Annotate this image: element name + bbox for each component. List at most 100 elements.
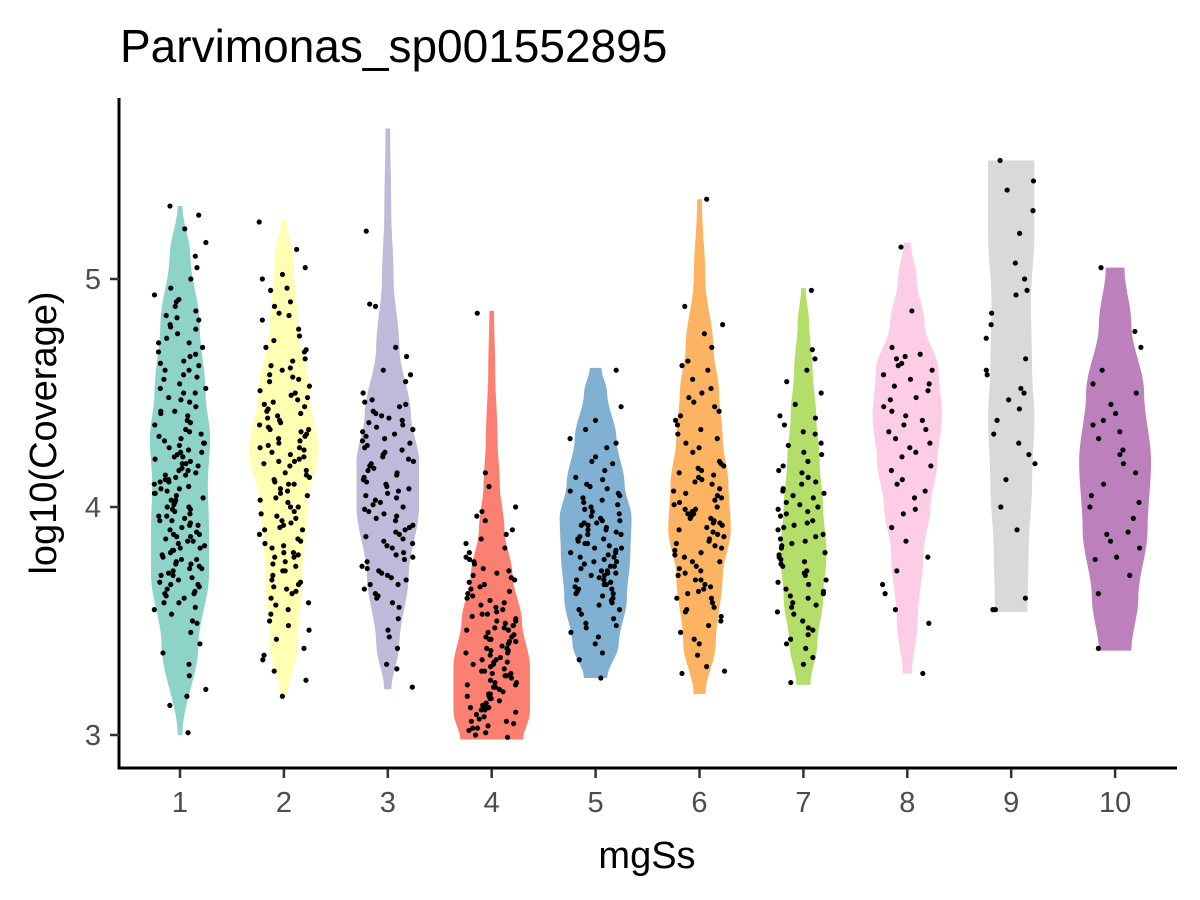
data-point bbox=[577, 534, 583, 540]
data-point bbox=[720, 322, 726, 328]
data-point bbox=[818, 390, 824, 396]
data-point bbox=[277, 524, 283, 531]
data-point bbox=[363, 493, 369, 499]
data-point bbox=[296, 456, 302, 462]
data-point bbox=[375, 593, 381, 599]
data-point bbox=[698, 577, 704, 583]
data-point bbox=[800, 661, 807, 667]
data-point bbox=[903, 538, 909, 544]
data-point bbox=[298, 410, 304, 417]
data-point bbox=[256, 531, 263, 537]
data-point bbox=[474, 310, 480, 316]
data-point bbox=[299, 527, 306, 533]
data-point bbox=[783, 499, 789, 506]
data-point bbox=[276, 440, 282, 446]
data-point bbox=[721, 668, 728, 674]
violin-group-2 bbox=[249, 219, 319, 697]
data-point bbox=[917, 351, 923, 357]
data-point bbox=[780, 488, 786, 494]
data-point bbox=[479, 657, 485, 663]
data-point bbox=[1095, 645, 1101, 651]
data-point bbox=[403, 353, 410, 360]
data-point bbox=[479, 611, 485, 617]
data-point bbox=[194, 620, 200, 626]
data-point bbox=[186, 483, 192, 490]
data-point bbox=[689, 559, 696, 565]
data-point bbox=[926, 381, 932, 387]
data-point bbox=[721, 534, 727, 540]
data-point bbox=[805, 595, 811, 601]
data-point bbox=[1133, 390, 1139, 396]
data-point bbox=[163, 312, 169, 319]
data-point bbox=[196, 317, 202, 323]
data-point bbox=[392, 518, 399, 524]
data-point bbox=[197, 641, 203, 647]
data-point bbox=[479, 508, 485, 515]
data-point bbox=[1004, 187, 1010, 193]
data-point bbox=[403, 379, 409, 385]
data-point bbox=[478, 602, 484, 608]
data-point bbox=[297, 438, 303, 444]
data-point bbox=[813, 479, 819, 485]
data-point bbox=[363, 479, 370, 485]
data-point bbox=[173, 559, 179, 565]
data-point bbox=[384, 572, 391, 579]
data-point bbox=[473, 711, 480, 718]
data-point bbox=[805, 581, 812, 588]
data-point bbox=[409, 540, 416, 547]
data-point bbox=[682, 506, 688, 512]
data-point bbox=[808, 287, 815, 293]
data-point bbox=[286, 312, 292, 319]
data-point bbox=[676, 499, 683, 506]
data-point bbox=[573, 577, 580, 583]
data-point bbox=[406, 524, 413, 531]
data-point bbox=[611, 563, 617, 569]
data-point bbox=[155, 340, 162, 346]
data-point bbox=[186, 367, 192, 373]
data-point bbox=[169, 506, 176, 512]
data-point bbox=[203, 385, 209, 392]
x-axis-title: mgSs bbox=[598, 835, 695, 877]
data-point bbox=[158, 486, 164, 492]
data-point bbox=[708, 385, 714, 392]
data-point bbox=[695, 465, 701, 471]
data-point bbox=[261, 401, 267, 407]
data-point bbox=[919, 417, 925, 423]
data-point bbox=[394, 666, 400, 672]
data-point bbox=[266, 379, 273, 385]
data-point bbox=[702, 581, 708, 588]
data-point bbox=[174, 331, 181, 337]
chart-title: Parvimonas_sp001552895 bbox=[120, 20, 667, 72]
data-point bbox=[151, 481, 157, 487]
data-point bbox=[583, 426, 589, 433]
data-point bbox=[712, 497, 718, 503]
violin-group-7 bbox=[780, 288, 827, 685]
points-group-9 bbox=[983, 157, 1038, 613]
data-point bbox=[588, 513, 594, 519]
data-point bbox=[893, 356, 900, 362]
data-point bbox=[187, 511, 193, 517]
data-point bbox=[887, 397, 893, 403]
data-point bbox=[592, 545, 598, 551]
data-point bbox=[157, 518, 163, 524]
data-point bbox=[277, 486, 284, 492]
data-point bbox=[296, 376, 302, 382]
data-point bbox=[500, 607, 506, 613]
data-point bbox=[287, 299, 294, 305]
data-point bbox=[394, 645, 401, 651]
data-point bbox=[601, 536, 607, 542]
data-point bbox=[820, 588, 827, 594]
data-point bbox=[618, 404, 624, 410]
data-point bbox=[799, 470, 805, 476]
data-point bbox=[929, 367, 935, 373]
data-point bbox=[279, 693, 285, 699]
data-point bbox=[718, 545, 725, 551]
points-group-8 bbox=[879, 244, 935, 677]
data-point bbox=[775, 506, 781, 512]
data-point bbox=[716, 408, 722, 414]
data-point bbox=[395, 488, 402, 494]
data-point bbox=[486, 483, 492, 490]
data-point bbox=[998, 504, 1004, 510]
data-point bbox=[1016, 406, 1022, 412]
data-point bbox=[803, 645, 809, 651]
